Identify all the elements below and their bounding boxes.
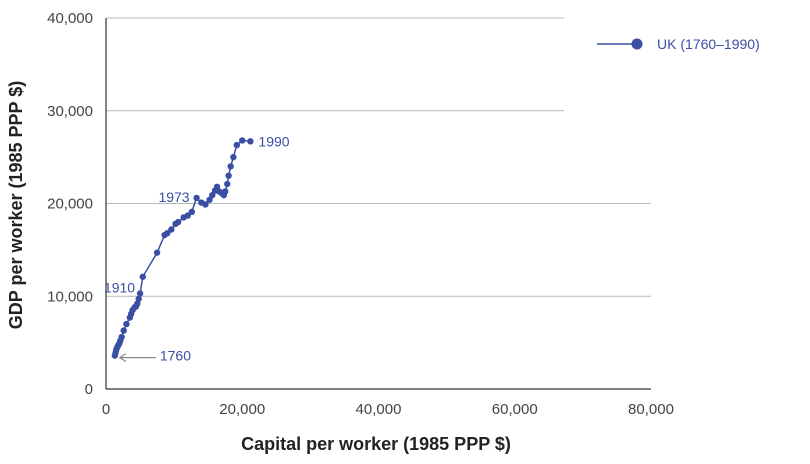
data-point xyxy=(188,208,196,216)
legend: UK (1760–1990) xyxy=(597,36,760,52)
data-point xyxy=(247,138,254,145)
x-axis-title: Capital per worker (1985 PPP $) xyxy=(241,434,511,454)
data-point xyxy=(222,188,229,195)
data-point xyxy=(225,172,232,179)
y-tick-label: 10,000 xyxy=(47,288,93,305)
gridlines xyxy=(106,17,651,297)
series-line xyxy=(114,139,251,356)
data-point xyxy=(135,295,142,303)
data-point xyxy=(184,212,191,219)
x-tick-labels: 0 20,000 40,000 60,000 80,000 xyxy=(102,401,674,418)
y-tick-label: 40,000 xyxy=(47,10,93,27)
x-tick-label: 0 xyxy=(102,401,110,418)
data-point xyxy=(168,226,175,233)
series-uk xyxy=(111,137,254,359)
data-point xyxy=(202,201,209,208)
legend-marker xyxy=(631,38,643,50)
data-point xyxy=(209,191,216,199)
annotation-arrowhead xyxy=(118,353,127,363)
data-point xyxy=(206,196,213,203)
x-tick-label: 40,000 xyxy=(356,401,402,418)
data-point xyxy=(230,153,237,161)
data-point xyxy=(239,137,246,144)
data-point xyxy=(139,273,146,280)
data-point xyxy=(193,194,200,202)
annotations: 1760 1910 1973 1990 xyxy=(104,133,290,363)
y-tick-label: 0 xyxy=(85,381,93,398)
data-point xyxy=(153,249,161,256)
data-point xyxy=(227,163,234,170)
axes xyxy=(105,18,651,390)
annotation-label: 1990 xyxy=(258,133,289,149)
y-tick-label: 30,000 xyxy=(47,103,93,120)
x-tick-label: 80,000 xyxy=(628,401,674,418)
data-point xyxy=(164,229,171,237)
annotation-label: 1910 xyxy=(104,279,135,295)
data-point xyxy=(175,218,182,226)
data-point xyxy=(123,320,130,328)
x-tick-label: 60,000 xyxy=(492,401,538,418)
y-axis-title: GDP per worker (1985 PPP $) xyxy=(6,81,26,329)
annotation-label: 1973 xyxy=(158,189,189,205)
legend-label: UK (1760–1990) xyxy=(657,36,760,52)
data-point xyxy=(120,327,127,334)
data-point xyxy=(118,333,125,341)
y-tick-label: 20,000 xyxy=(47,196,93,213)
annotation-label: 1760 xyxy=(160,348,191,364)
x-tick-label: 20,000 xyxy=(219,401,265,418)
data-point xyxy=(224,180,231,188)
data-point xyxy=(233,141,240,149)
y-tick-labels: 0 10,000 20,000 30,000 40,000 xyxy=(47,10,93,398)
data-point xyxy=(136,290,144,297)
